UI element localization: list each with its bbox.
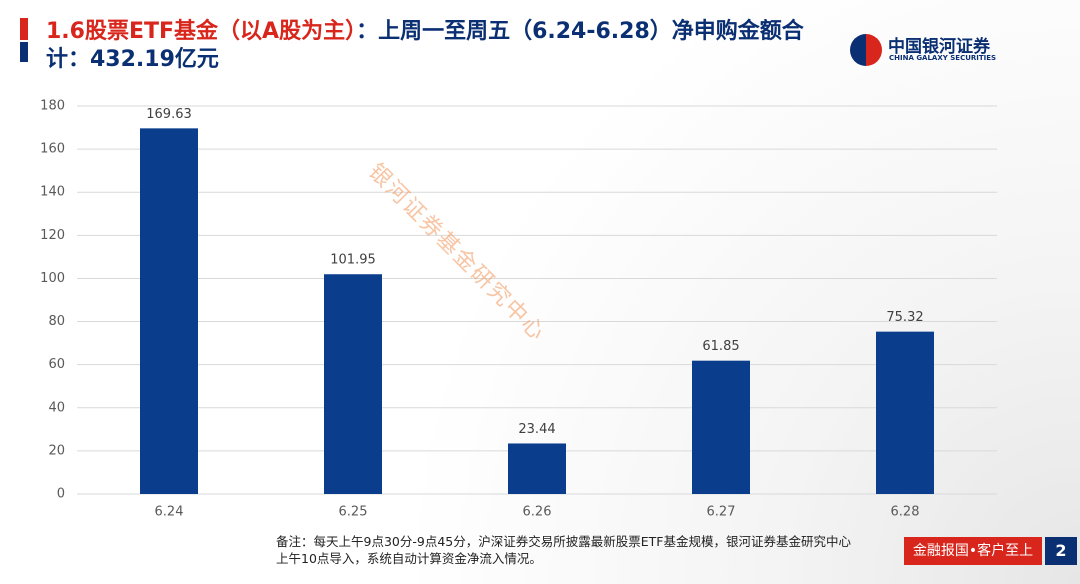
bar [692,360,750,494]
x-tick-label: 6.24 [155,505,184,520]
x-tick-label: 6.27 [707,505,736,520]
bar [324,274,382,494]
x-tick-label: 6.28 [891,505,920,520]
y-tick-label: 80 [48,314,65,329]
y-tick-label: 100 [40,271,65,286]
footnote: 备注：每天上午9点30分-9点45分，沪深证券交易所披露最新股票ETF基金规模，… [276,533,851,567]
y-tick-label: 160 [40,142,65,157]
data-label: 23.44 [518,422,555,437]
y-tick-label: 40 [48,400,65,415]
accent-blue [20,42,28,62]
y-tick-label: 120 [40,228,65,243]
bar [508,443,566,494]
data-label: 75.32 [886,310,923,325]
bar [140,128,198,495]
title-blue: ：上周一至周五（6.24-6.28）净申购金额合计：432.19亿元 [46,19,804,72]
y-tick-label: 20 [48,443,65,458]
accent-red [20,18,28,40]
title-red: 1.6股票ETF基金（以A股为主） [46,19,357,44]
data-label: 61.85 [702,339,739,354]
data-label: 169.63 [146,107,192,122]
x-tick-label: 6.25 [339,505,368,520]
y-tick-label: 140 [40,185,65,200]
bar [876,331,934,494]
slogan: 金融报国•客户至上 [904,537,1042,565]
title: 1.6股票ETF基金（以A股为主）：上周一至周五（6.24-6.28）净申购金额… [46,18,836,74]
data-label: 101.95 [330,253,376,268]
logo-en: CHINA GALAXY SECURITIES [889,54,997,62]
page-number: 2 [1045,537,1077,565]
y-tick-label: 60 [48,357,65,372]
x-tick-label: 6.26 [523,505,552,520]
footnote-line: 上午10点导入，系统自动计算资金净流入情况。 [276,551,542,566]
logo-icon [850,34,882,66]
footnote-line: 备注：每天上午9点30分-9点45分，沪深证券交易所披露最新股票ETF基金规模，… [276,534,851,549]
y-tick-label: 180 [40,99,65,114]
y-tick-label: 0 [57,487,65,502]
logo-cn: 中国银河证券 [888,37,990,57]
